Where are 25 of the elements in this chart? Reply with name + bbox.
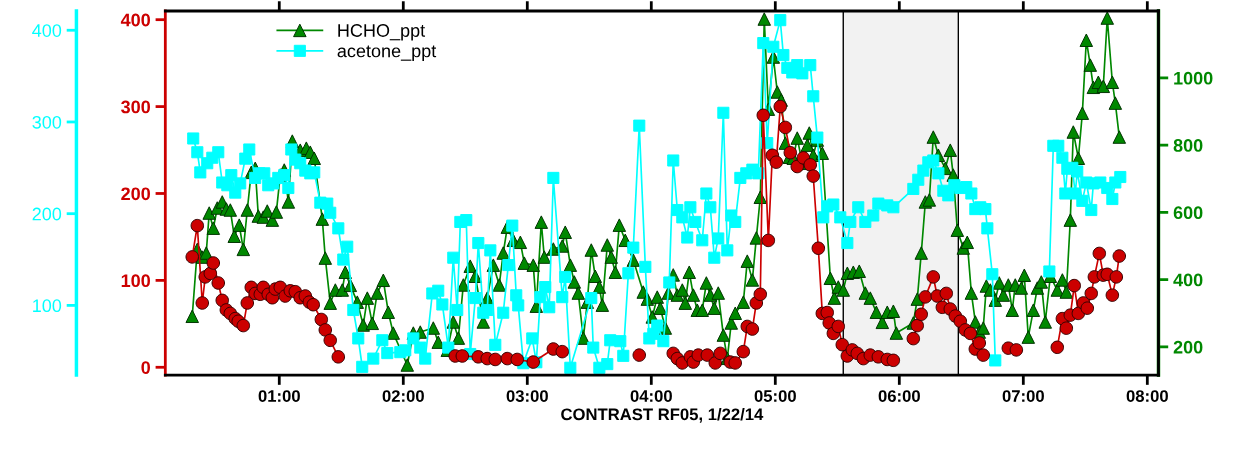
x-tick-label: 01:00 (258, 390, 300, 402)
y-tick-label: 100 (121, 274, 150, 288)
x-tick-label: 03:00 (506, 390, 548, 402)
y3-tick-label: 300 (32, 115, 62, 129)
y-tick-label: 200 (121, 187, 150, 201)
y3-tick-label: 200 (32, 207, 62, 221)
y2-tick-label: 400 (1173, 273, 1203, 287)
y2-tick-label: 1000 (1174, 71, 1213, 85)
x-tick-label: 07:00 (1002, 390, 1044, 402)
y-tick-label: 300 (121, 100, 150, 114)
x-tick-label: 08:00 (1126, 390, 1168, 402)
x-tick-label: 04:00 (630, 390, 672, 402)
x-tick-label: 05:00 (754, 390, 796, 402)
y3-tick-label: 100 (33, 299, 62, 313)
y-tick-label: 0 (141, 361, 150, 374)
legend-label: HCHO_ppt (338, 24, 426, 41)
x-axis-title: CONTRAST RF05, 1/22/14 (561, 408, 764, 423)
x-tick-label: 06:00 (878, 390, 920, 402)
y2-tick-label: 200 (1173, 340, 1203, 354)
x-tick-label: 02:00 (382, 390, 424, 402)
y2-tick-label: 800 (1173, 139, 1203, 152)
y-tick-label: 400 (120, 13, 150, 27)
y2-tick-label: 600 (1173, 206, 1203, 220)
y3-tick-label: 400 (32, 24, 62, 37)
legend-label: acetone_ppt (337, 45, 437, 61)
